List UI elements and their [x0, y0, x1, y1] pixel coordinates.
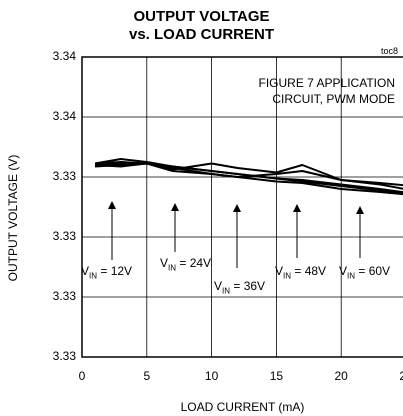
series-label-4: VIN = 48V [275, 264, 327, 281]
y-tick-label: 3.34 [52, 49, 76, 63]
arrow-head-4 [293, 204, 301, 212]
series-line-5 [94, 161, 403, 194]
y-tick-label: 3.33 [52, 349, 76, 363]
series-label-2: VIN = 24V [160, 256, 212, 273]
y-tick-label: 3.34 [52, 109, 76, 123]
y-tick-label: 3.33 [52, 229, 76, 243]
annotation-line-2: CIRCUIT, PWM MODE [272, 92, 395, 106]
y-tick-label: 3.33 [52, 289, 76, 303]
series-curves [94, 158, 403, 196]
chart-title-line-2: vs. LOAD CURRENT [128, 26, 274, 43]
y-axis-label: OUTPUT VOLTAGE (V) [6, 154, 20, 282]
y-tick-label: 3.33 [52, 169, 76, 183]
series-line-4 [94, 162, 403, 187]
series-arrows [108, 201, 364, 268]
series-label-3: VIN = 36V [214, 279, 266, 296]
chart-title-line-1: OUTPUT VOLTAGE [133, 8, 270, 25]
x-axis-label: LOAD CURRENT (mA) [180, 400, 305, 414]
arrow-head-1 [108, 201, 116, 209]
x-tick-label: 15 [269, 369, 284, 383]
plot-frame [81, 56, 403, 358]
annotation-line-1: FIGURE 7 APPLICATION [258, 76, 395, 90]
series-line-2 [94, 162, 403, 196]
series-label-1: VIN = 12V [81, 264, 133, 281]
arrow-head-5 [356, 206, 364, 214]
x-tick-label: 25 [399, 369, 403, 383]
x-tick-label: 10 [204, 369, 219, 383]
x-tick-label: 5 [143, 369, 151, 383]
figure-tag: toc8 [381, 46, 399, 56]
arrow-head-2 [171, 203, 179, 211]
x-tick-label: 0 [78, 369, 86, 383]
x-tick-label: 20 [334, 369, 348, 383]
arrow-head-3 [233, 204, 241, 212]
series-label-5: VIN = 60V [339, 264, 391, 281]
